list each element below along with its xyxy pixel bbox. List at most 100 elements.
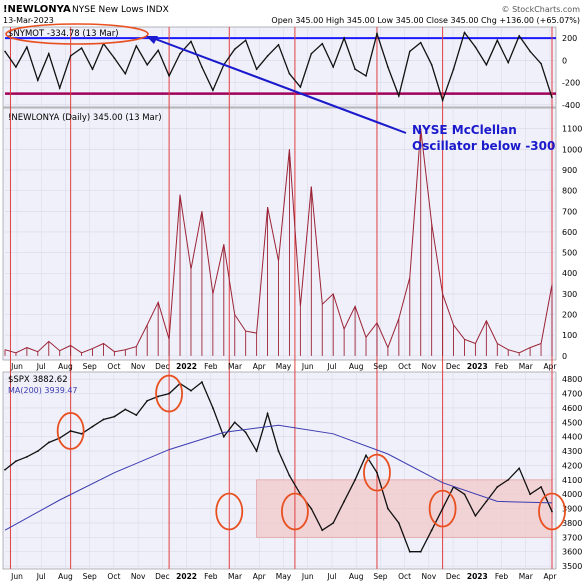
spx-point [419,550,422,553]
oscillator-point [343,37,345,39]
spx-point [518,467,521,470]
header-symbol: !NEWLONYA [3,4,71,15]
y-tick-2-7: 4200 [562,461,582,470]
x-tick-top-3: Sep [83,362,97,371]
oscillator-point [124,72,127,75]
spx-point [354,478,356,481]
y-tick-1-0: 0 [562,352,567,361]
header-name: NYSE New Lows INDX [72,5,169,15]
new-lows-legend: !NEWLONYA (Daily) 345.00 (13 Mar) [8,113,162,123]
x-tick-top-12: Jun [301,362,314,371]
oscillator-point [179,52,181,55]
spx-point [15,460,17,463]
oscillator-point [310,52,313,55]
spx-point [332,522,335,524]
x-tick-bottom-10: Apr [253,572,267,581]
oscillator-point [387,66,389,68]
y-tick-1-8: 800 [562,187,577,196]
spx-point [124,408,127,411]
spx-point [277,450,280,452]
oscillator-point [15,66,17,68]
oscillator-point [332,66,335,68]
x-tick-bottom-15: Sep [373,572,387,581]
y-tick-2-8: 4300 [562,447,582,456]
oscillator-point [157,49,159,52]
oscillator-point [277,43,280,46]
y-tick-2-5: 4000 [562,490,582,499]
header-credit: © StockCharts.com [502,5,581,14]
y-tick-1-11: 1100 [562,125,582,134]
spx-point [25,455,28,458]
spx-point [47,441,50,444]
spx-point [4,468,6,471]
spx-point [36,450,39,452]
spx-point [113,415,116,418]
spx-point [397,522,400,524]
x-tick-bottom-7: 2022 [176,572,197,581]
x-tick-bottom-12: Jun [301,572,314,581]
spx-point [244,431,247,434]
spx-point [540,486,542,488]
signal-circle-4 [363,453,391,492]
x-tick-top-2: Aug [58,362,73,371]
spx-point [201,381,203,383]
oscillator-point [244,39,247,42]
x-tick-bottom-18: Dec [446,572,461,581]
y-tick-1-5: 500 [562,249,577,258]
spx-point [551,510,553,513]
x-tick-top-1: Jul [36,362,46,371]
oscillator-point [288,72,291,75]
oscillator-point [540,62,542,65]
oscillator-point [91,68,94,71]
x-tick-top-18: Dec [446,362,461,371]
spx-point [135,414,138,417]
x-tick-bottom-11: May [276,572,292,581]
y-tick-1-2: 200 [562,311,577,320]
y-tick-0-3: -400 [562,101,580,110]
header-ohlc: Open 345.00 High 345.00 Low 345.00 Close… [271,16,580,25]
spx-point [507,478,510,481]
x-tick-top-6: Dec [155,362,170,371]
oscillator-point [376,32,378,35]
y-tick-0-1: 0 [562,56,567,65]
signal-circle-2 [215,492,244,531]
x-tick-bottom-17: Nov [422,572,437,581]
spx-point [387,507,389,510]
oscillator-point [113,57,116,59]
x-tick-top-21: Mar [519,362,534,371]
spx-point [474,514,477,517]
oscillator-point [529,50,531,53]
arrow-head [146,36,158,44]
oscillator-point [419,41,422,44]
oscillator-point [452,68,455,71]
oscillator-point [201,66,203,68]
spx-point [157,395,160,398]
x-tick-bottom-8: Feb [204,572,218,581]
oscillator-point [321,42,324,45]
y-tick-2-0: 3500 [562,562,582,571]
x-tick-top-11: May [276,362,292,371]
y-tick-2-6: 4100 [562,476,582,485]
spx-point [102,418,105,421]
annotation-line2: Oscillator below -300 [412,139,555,153]
x-tick-bottom-6: Dec [155,572,170,581]
spx-point [343,500,346,503]
y-tick-1-10: 1000 [562,145,582,154]
spx-point [441,507,444,510]
x-tick-top-7: 2022 [176,362,197,371]
x-tick-top-22: Apr [544,362,558,371]
ma-legend: MA(200) 3939.47 [8,386,78,395]
oscillator-point [518,35,520,37]
y-tick-1-1: 100 [562,331,577,340]
oscillator-point [463,31,466,34]
y-tick-2-10: 4500 [562,418,582,427]
y-tick-2-2: 3700 [562,533,582,542]
y-tick-2-3: 3800 [562,519,582,528]
oscillator-point [26,46,28,48]
y-tick-0-0: 200 [562,34,577,43]
y-tick-2-1: 3600 [562,548,582,557]
x-tick-bottom-13: Jul [326,572,336,581]
spx-legend: $SPX 3882.62 [8,375,68,385]
y-tick-1-7: 700 [562,207,577,216]
spx-point [190,389,192,392]
